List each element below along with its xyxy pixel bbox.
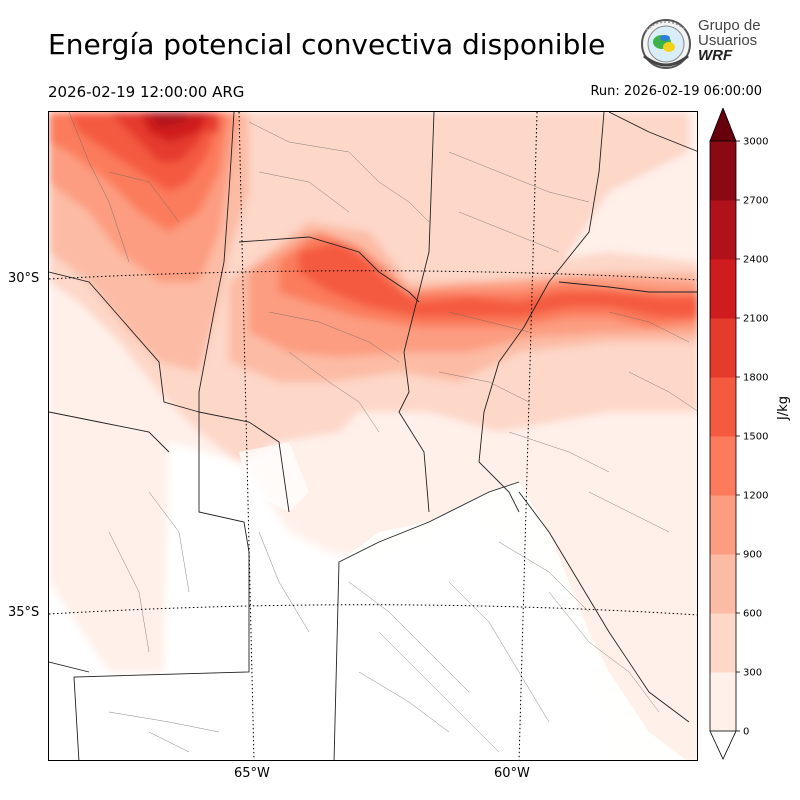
cape-field-2400 xyxy=(149,112,189,127)
colorbar-tick-label: 2400 xyxy=(743,255,768,266)
colorbar-bin xyxy=(710,318,736,378)
colorbar-tick-label: 900 xyxy=(743,550,762,561)
valid-time: 2026-02-19 12:00:00 ARG xyxy=(48,83,245,101)
map-title: Energía potencial convectiva disponible xyxy=(48,28,606,61)
colorbar-bin xyxy=(710,259,736,319)
colorbar-bin xyxy=(710,613,736,673)
colorbar-tick-label: 1800 xyxy=(743,373,768,384)
logo-text: Grupo de Usuarios WRF xyxy=(698,18,761,63)
logo-line2: Usuarios xyxy=(698,32,758,49)
lon-line-65w xyxy=(238,112,255,760)
cape-field-1500 xyxy=(299,242,697,317)
wrf-globe-icon xyxy=(641,19,691,69)
colorbar-tick-label: 2700 xyxy=(743,196,768,207)
colorbar-bin xyxy=(710,200,736,260)
lat-label-30s: 30°S xyxy=(8,271,40,286)
department-borders xyxy=(68,112,697,753)
province-borders xyxy=(49,112,697,760)
colorbar-bin xyxy=(710,377,736,437)
colorbar-canvas: 0 300 600 900 1200 1500 1800 2100 2400 2700 3000 xyxy=(709,106,768,760)
run-time: Run: 2026-02-19 06:00:00 xyxy=(590,84,762,99)
lon-label-60w: 60°W xyxy=(494,766,530,781)
colorbar-bin xyxy=(710,554,736,614)
colorbar-bin xyxy=(710,436,736,496)
lon-label-65w: 65°W xyxy=(234,766,270,781)
logo-line3: WRF xyxy=(698,47,733,64)
colorbar-tick-label: 3000 xyxy=(743,137,768,148)
lat-line-30s xyxy=(49,270,697,281)
colorbar-bin xyxy=(710,495,736,555)
colorbar-tick-label: 0 xyxy=(743,727,749,738)
logo-line1: Grupo de xyxy=(698,17,761,34)
graticule xyxy=(49,112,697,760)
colorbar-tick-label: 600 xyxy=(743,609,762,620)
colorbar-tick-label: 2100 xyxy=(743,314,768,325)
wrf-users-logo: Grupo de Usuarios WRF xyxy=(638,16,768,74)
colorbar-bin xyxy=(710,672,736,732)
colorbar-under-triangle xyxy=(709,730,737,760)
lat-line-35s xyxy=(49,604,697,616)
colorbar-tick-label: 300 xyxy=(743,668,762,679)
lat-label-35s: 35°S xyxy=(8,605,40,620)
colorbar: 0 300 600 900 1200 1500 1800 2100 2400 2700 3000 xyxy=(706,106,796,768)
colorbar-over-triangle xyxy=(709,106,737,142)
colorbar-tick-label: 1500 xyxy=(743,432,768,443)
map-canvas xyxy=(49,112,697,760)
lon-line-60w xyxy=(518,112,538,760)
colorbar-units: J/kg xyxy=(776,396,791,420)
cape-fields xyxy=(49,112,697,760)
cape-map xyxy=(48,111,698,761)
colorbar-bin xyxy=(710,141,736,201)
colorbar-tick-label: 1200 xyxy=(743,491,768,502)
cape-field-low xyxy=(609,532,697,751)
zero-cape-areas xyxy=(79,442,687,760)
